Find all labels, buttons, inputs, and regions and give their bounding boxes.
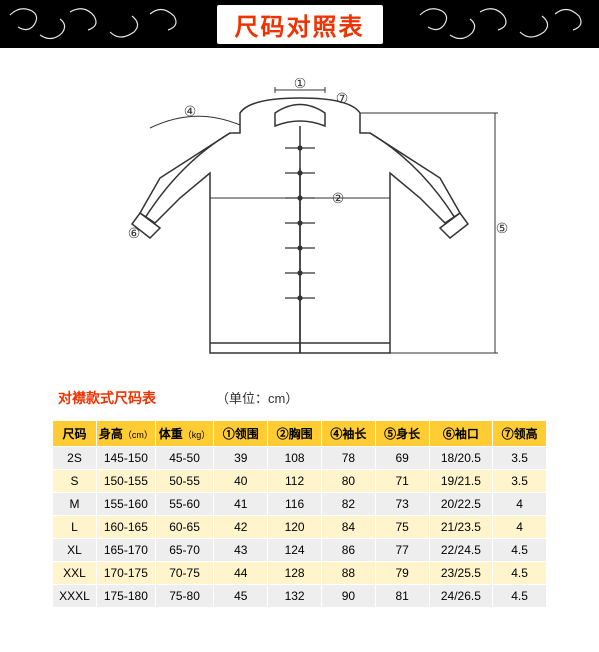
table-cell: XL bbox=[53, 539, 97, 562]
table-cell: 43 bbox=[214, 539, 268, 562]
diagram-label-7: ⑦ bbox=[335, 90, 348, 106]
table-cell: 175-180 bbox=[97, 585, 156, 608]
table-cell: 69 bbox=[375, 447, 429, 470]
table-cell: 75 bbox=[375, 516, 429, 539]
table-cell: 128 bbox=[268, 562, 322, 585]
subtitle-row: 对襟款式尺码表 （单位：cm） bbox=[0, 388, 599, 408]
table-row: L160-16560-6542120847521/23.54 bbox=[53, 516, 547, 539]
table-cell: 71 bbox=[375, 470, 429, 493]
banner-title: 尺码对照表 bbox=[217, 5, 383, 44]
table-cell: 40 bbox=[214, 470, 268, 493]
table-cell: 60-65 bbox=[155, 516, 214, 539]
table-cell: 82 bbox=[321, 493, 375, 516]
table-cell: M bbox=[53, 493, 97, 516]
table-cell: 4.5 bbox=[493, 585, 547, 608]
table-cell: 165-170 bbox=[97, 539, 156, 562]
table-cell: 81 bbox=[375, 585, 429, 608]
table-cell: 90 bbox=[321, 585, 375, 608]
table-cell: 44 bbox=[214, 562, 268, 585]
table-cell: 88 bbox=[321, 562, 375, 585]
banner: 尺码对照表 bbox=[0, 0, 599, 48]
table-cell: 4.5 bbox=[493, 562, 547, 585]
table-row: XXXL175-18075-8045132908124/26.54.5 bbox=[53, 585, 547, 608]
table-cell: 73 bbox=[375, 493, 429, 516]
table-cell: 170-175 bbox=[97, 562, 156, 585]
table-cell: 3.5 bbox=[493, 470, 547, 493]
table-cell: 4.5 bbox=[493, 539, 547, 562]
table-cell: 55-60 bbox=[155, 493, 214, 516]
unit-label: （单位：cm） bbox=[216, 388, 298, 407]
table-header-cell: ⑥袖口 bbox=[429, 421, 493, 447]
table-body: 2S145-15045-5039108786918/20.53.5S150-15… bbox=[53, 447, 547, 608]
table-cell: 86 bbox=[321, 539, 375, 562]
table-row: S150-15550-5540112807119/21.53.5 bbox=[53, 470, 547, 493]
table-cell: 39 bbox=[214, 447, 268, 470]
table-cell: L bbox=[53, 516, 97, 539]
table-cell: S bbox=[53, 470, 97, 493]
table-cell: 132 bbox=[268, 585, 322, 608]
table-row: M155-16055-6041116827320/22.54 bbox=[53, 493, 547, 516]
table-cell: 18/20.5 bbox=[429, 447, 493, 470]
table-cell: 65-70 bbox=[155, 539, 214, 562]
table-row: XL165-17065-7043124867722/24.54.5 bbox=[53, 539, 547, 562]
table-header-row: 尺码身高（cm）体重（kg）①领围②胸围④袖长⑤身长⑥袖口⑦领高 bbox=[53, 421, 547, 447]
table-cell: 21/23.5 bbox=[429, 516, 493, 539]
table-cell: 79 bbox=[375, 562, 429, 585]
diagram-label-6: ⑥ bbox=[127, 225, 140, 241]
table-cell: 75-80 bbox=[155, 585, 214, 608]
size-table: 尺码身高（cm）体重（kg）①领围②胸围④袖长⑤身长⑥袖口⑦领高 2S145-1… bbox=[52, 420, 547, 608]
table-row: 2S145-15045-5039108786918/20.53.5 bbox=[53, 447, 547, 470]
diagram-label-4: ④ bbox=[183, 103, 196, 119]
table-cell: 80 bbox=[321, 470, 375, 493]
table-cell: 77 bbox=[375, 539, 429, 562]
table-cell: 50-55 bbox=[155, 470, 214, 493]
table-cell: 4 bbox=[493, 493, 547, 516]
table-header-cell: 身高（cm） bbox=[97, 421, 156, 447]
table-header-cell: ②胸围 bbox=[268, 421, 322, 447]
table-cell: 42 bbox=[214, 516, 268, 539]
table-cell: 150-155 bbox=[97, 470, 156, 493]
size-table-wrap: 尺码身高（cm）体重（kg）①领围②胸围④袖长⑤身长⑥袖口⑦领高 2S145-1… bbox=[0, 408, 599, 628]
table-cell: 84 bbox=[321, 516, 375, 539]
table-subtitle: 对襟款式尺码表 bbox=[58, 388, 156, 408]
table-cell: 160-165 bbox=[97, 516, 156, 539]
table-cell: 20/22.5 bbox=[429, 493, 493, 516]
table-cell: 23/25.5 bbox=[429, 562, 493, 585]
table-cell: 41 bbox=[214, 493, 268, 516]
table-cell: 19/21.5 bbox=[429, 470, 493, 493]
table-cell: 45 bbox=[214, 585, 268, 608]
table-cell: 124 bbox=[268, 539, 322, 562]
table-cell: 112 bbox=[268, 470, 322, 493]
diagram-label-5: ⑤ bbox=[495, 220, 508, 236]
table-cell: 2S bbox=[53, 447, 97, 470]
table-row: XXL170-17570-7544128887923/25.54.5 bbox=[53, 562, 547, 585]
table-header-cell: 尺码 bbox=[53, 421, 97, 447]
table-cell: 108 bbox=[268, 447, 322, 470]
table-header-cell: ①领围 bbox=[214, 421, 268, 447]
table-cell: XXXL bbox=[53, 585, 97, 608]
table-cell: 155-160 bbox=[97, 493, 156, 516]
table-header-cell: ⑦领高 bbox=[493, 421, 547, 447]
table-cell: 22/24.5 bbox=[429, 539, 493, 562]
diagram-label-2: ② bbox=[331, 190, 344, 206]
table-cell: 4 bbox=[493, 516, 547, 539]
table-cell: 45-50 bbox=[155, 447, 214, 470]
table-cell: 116 bbox=[268, 493, 322, 516]
table-cell: XXL bbox=[53, 562, 97, 585]
table-cell: 3.5 bbox=[493, 447, 547, 470]
table-header-cell: ⑤身长 bbox=[375, 421, 429, 447]
diagram-label-1: ① bbox=[293, 78, 306, 91]
table-cell: 120 bbox=[268, 516, 322, 539]
table-cell: 24/26.5 bbox=[429, 585, 493, 608]
table-header-cell: 体重（kg） bbox=[155, 421, 214, 447]
table-cell: 145-150 bbox=[97, 447, 156, 470]
table-cell: 70-75 bbox=[155, 562, 214, 585]
table-header-cell: ④袖长 bbox=[321, 421, 375, 447]
table-cell: 78 bbox=[321, 447, 375, 470]
garment-diagram: ① ② ③ ④ ⑤ ⑥ ⑦ bbox=[0, 48, 599, 388]
